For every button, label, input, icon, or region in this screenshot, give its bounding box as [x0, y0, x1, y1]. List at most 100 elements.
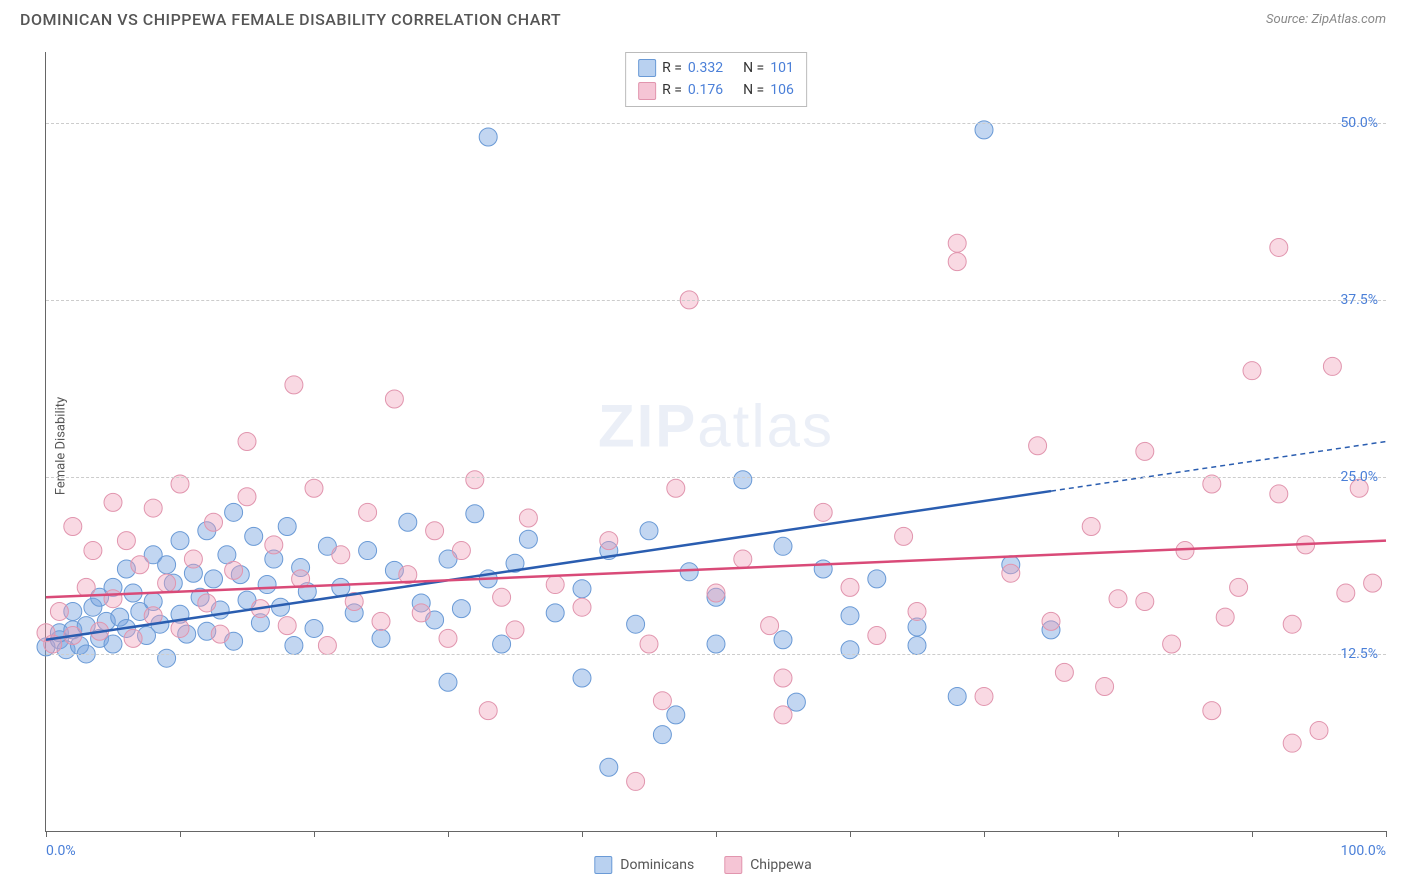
scatter-point: [439, 629, 457, 647]
scatter-point: [452, 542, 470, 560]
scatter-point: [948, 234, 966, 252]
scatter-point: [385, 390, 403, 408]
scatter-point: [787, 693, 805, 711]
scatter-point: [814, 503, 832, 521]
scatter-point: [439, 673, 457, 691]
y-tick-label: 50.0%: [1340, 115, 1378, 131]
scatter-point: [399, 513, 417, 531]
swatch-chippewa-icon: [638, 82, 656, 100]
scatter-point: [1096, 678, 1114, 696]
scatter-point: [1082, 517, 1100, 535]
scatter-point: [546, 576, 564, 594]
source-attribution: Source: ZipAtlas.com: [1266, 12, 1386, 27]
series-legend: Dominicans Chippewa: [594, 856, 811, 874]
scatter-point: [158, 574, 176, 592]
scatter-point: [332, 578, 350, 596]
scatter-point: [667, 706, 685, 724]
scatter-point: [211, 625, 229, 643]
scatter-point: [948, 687, 966, 705]
scatter-point: [1109, 590, 1127, 608]
scatter-point: [868, 570, 886, 588]
scatter-point: [1364, 574, 1382, 592]
scatter-point: [573, 580, 591, 598]
scatter-point: [245, 527, 263, 545]
scatter-point: [225, 561, 243, 579]
scatter-point: [1163, 635, 1181, 653]
swatch-dominicans-icon: [638, 59, 656, 77]
y-tick-label: 12.5%: [1340, 646, 1378, 662]
correlation-legend: R = 0.332 N = 101 R = 0.176 N = 106: [625, 52, 807, 107]
scatter-point: [359, 503, 377, 521]
scatter-point: [1243, 362, 1261, 380]
scatter-point: [1136, 442, 1154, 460]
scatter-point: [774, 669, 792, 687]
chart-title: DOMINICAN VS CHIPPEWA FEMALE DISABILITY …: [20, 10, 561, 29]
scatter-point: [1029, 437, 1047, 455]
scatter-point: [975, 687, 993, 705]
scatter-point: [104, 590, 122, 608]
scatter-point: [171, 532, 189, 550]
scatter-point: [359, 542, 377, 560]
scatter-point: [184, 550, 202, 568]
scatter-point: [198, 594, 216, 612]
scatter-point: [205, 570, 223, 588]
scatter-point: [64, 517, 82, 535]
scatter-point: [412, 604, 430, 622]
scatter-point: [205, 513, 223, 531]
scatter-point: [841, 607, 859, 625]
scatter-point: [493, 588, 511, 606]
scatter-point: [627, 615, 645, 633]
scatter-point: [372, 629, 390, 647]
scatter-point: [238, 433, 256, 451]
scatter-point: [908, 636, 926, 654]
scatter-point: [841, 641, 859, 659]
scatter-svg: [46, 52, 1386, 831]
scatter-point: [124, 629, 142, 647]
scatter-point: [493, 635, 511, 653]
scatter-point: [426, 522, 444, 540]
scatter-point: [1002, 564, 1020, 582]
legend-row-chippewa: R = 0.176 N = 106: [638, 79, 794, 101]
scatter-point: [707, 635, 725, 653]
scatter-point: [707, 584, 725, 602]
scatter-point: [144, 499, 162, 517]
scatter-point: [50, 602, 68, 620]
scatter-point: [1270, 238, 1288, 256]
scatter-point: [734, 471, 752, 489]
scatter-point: [265, 536, 283, 554]
scatter-point: [285, 636, 303, 654]
scatter-point: [318, 636, 336, 654]
scatter-point: [1203, 702, 1221, 720]
scatter-point: [895, 527, 913, 545]
scatter-point: [104, 635, 122, 653]
scatter-point: [653, 726, 671, 744]
scatter-point: [640, 522, 658, 540]
scatter-point: [332, 546, 350, 564]
x-axis-min-label: 0.0%: [46, 843, 76, 859]
scatter-point: [466, 471, 484, 489]
scatter-point: [1337, 584, 1355, 602]
scatter-point: [868, 627, 886, 645]
scatter-point: [774, 537, 792, 555]
scatter-point: [573, 669, 591, 687]
scatter-point: [774, 631, 792, 649]
scatter-point: [1055, 663, 1073, 681]
scatter-point: [158, 556, 176, 574]
scatter-point: [573, 598, 591, 616]
scatter-point: [158, 649, 176, 667]
scatter-point: [546, 604, 564, 622]
scatter-point: [479, 128, 497, 146]
scatter-point: [238, 488, 256, 506]
scatter-point: [653, 692, 671, 710]
scatter-point: [519, 509, 537, 527]
scatter-point: [285, 376, 303, 394]
swatch-chippewa-icon: [724, 856, 742, 874]
scatter-point: [1136, 593, 1154, 611]
scatter-point: [734, 550, 752, 568]
y-tick-label: 37.5%: [1340, 292, 1378, 308]
scatter-point: [104, 493, 122, 511]
scatter-point: [1323, 357, 1341, 375]
scatter-point: [225, 503, 243, 521]
scatter-point: [814, 560, 832, 578]
scatter-point: [1216, 608, 1234, 626]
